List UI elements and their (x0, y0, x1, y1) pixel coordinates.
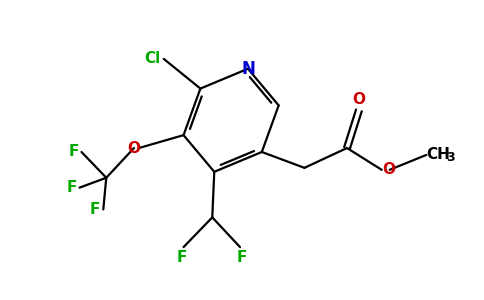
Text: O: O (383, 162, 396, 177)
Text: F: F (90, 202, 100, 217)
Text: CH: CH (426, 148, 450, 163)
Text: F: F (68, 145, 78, 160)
Text: O: O (127, 140, 140, 155)
Text: F: F (66, 180, 76, 195)
Text: N: N (241, 60, 255, 78)
Text: F: F (237, 250, 247, 265)
Text: F: F (176, 250, 187, 265)
Text: Cl: Cl (145, 51, 161, 66)
Text: O: O (352, 92, 365, 107)
Text: 3: 3 (446, 152, 454, 164)
